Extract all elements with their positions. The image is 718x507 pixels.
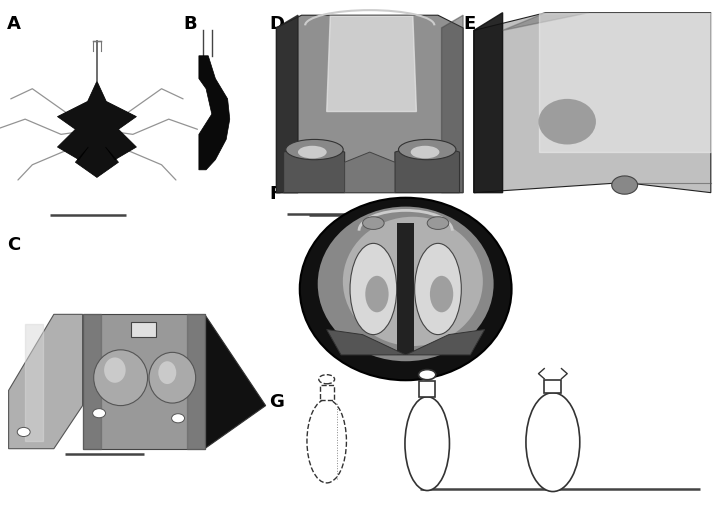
- Polygon shape: [187, 314, 205, 449]
- Circle shape: [17, 427, 30, 437]
- Ellipse shape: [298, 146, 327, 158]
- Ellipse shape: [365, 276, 388, 312]
- Ellipse shape: [159, 361, 177, 384]
- Polygon shape: [83, 314, 101, 449]
- Ellipse shape: [415, 243, 461, 335]
- Polygon shape: [406, 330, 485, 355]
- Ellipse shape: [319, 375, 335, 384]
- Polygon shape: [284, 142, 345, 193]
- Polygon shape: [474, 13, 503, 193]
- Bar: [544, 380, 561, 393]
- Polygon shape: [474, 13, 711, 193]
- Polygon shape: [9, 314, 83, 449]
- Bar: [419, 381, 435, 397]
- Ellipse shape: [526, 392, 580, 492]
- Text: C: C: [7, 236, 20, 254]
- Ellipse shape: [350, 243, 396, 335]
- Ellipse shape: [419, 370, 436, 380]
- Polygon shape: [327, 330, 406, 355]
- Ellipse shape: [427, 217, 449, 229]
- Bar: [320, 385, 334, 400]
- Circle shape: [172, 414, 185, 423]
- Polygon shape: [199, 56, 230, 170]
- Circle shape: [93, 409, 106, 418]
- Ellipse shape: [363, 217, 384, 229]
- Polygon shape: [83, 314, 205, 449]
- Polygon shape: [25, 324, 43, 441]
- Ellipse shape: [317, 206, 494, 361]
- Text: A: A: [7, 15, 21, 33]
- Ellipse shape: [307, 400, 346, 483]
- Polygon shape: [503, 13, 589, 30]
- Circle shape: [612, 176, 638, 194]
- Text: D: D: [269, 15, 284, 33]
- Polygon shape: [442, 15, 463, 193]
- Polygon shape: [395, 142, 460, 193]
- Text: E: E: [463, 15, 475, 33]
- Ellipse shape: [300, 198, 511, 380]
- Polygon shape: [276, 15, 463, 193]
- Polygon shape: [327, 16, 416, 112]
- Ellipse shape: [343, 217, 482, 346]
- Ellipse shape: [405, 396, 449, 491]
- Polygon shape: [276, 15, 298, 193]
- Ellipse shape: [286, 139, 343, 160]
- Ellipse shape: [398, 139, 456, 160]
- Ellipse shape: [104, 357, 126, 383]
- Bar: [131, 322, 156, 337]
- Ellipse shape: [93, 350, 148, 406]
- Ellipse shape: [149, 352, 195, 403]
- Ellipse shape: [430, 276, 453, 312]
- Bar: [397, 223, 414, 355]
- Text: B: B: [183, 15, 197, 33]
- Text: F: F: [269, 185, 281, 203]
- Polygon shape: [57, 81, 136, 177]
- Text: G: G: [269, 393, 284, 411]
- Ellipse shape: [411, 146, 439, 158]
- Ellipse shape: [538, 99, 596, 144]
- Polygon shape: [205, 314, 266, 449]
- Polygon shape: [538, 13, 711, 152]
- Polygon shape: [345, 152, 395, 193]
